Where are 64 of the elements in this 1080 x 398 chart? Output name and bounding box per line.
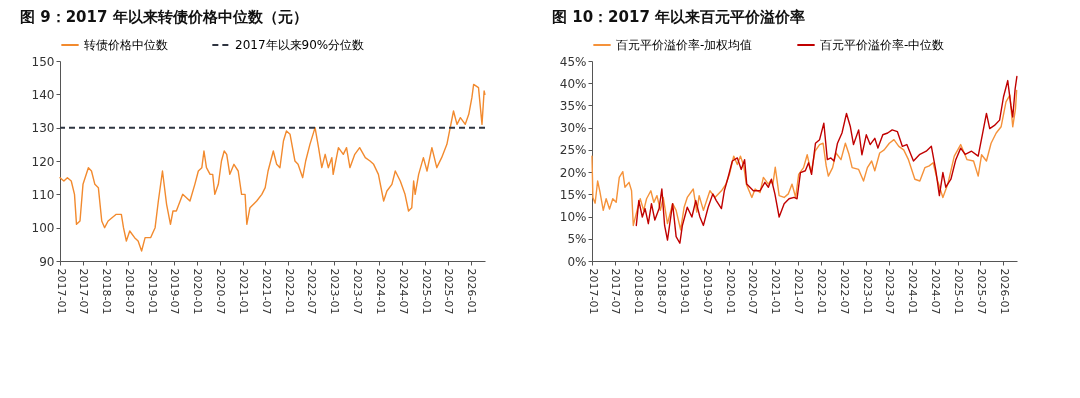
x-tick-label: 2020-01 — [723, 268, 737, 315]
x-tick-label: 2022-07 — [305, 268, 319, 315]
y-tick-label: 15% — [559, 187, 587, 202]
x-tick-label: 2024-01 — [373, 268, 387, 315]
x-tick-label: 2018-07 — [654, 268, 668, 315]
x-tick-label: 2024-07 — [396, 268, 410, 315]
y-tick-label: 110 — [31, 187, 55, 202]
x-tick-label: 2019-01 — [145, 268, 159, 315]
legend-label: 2017年以来90%分位数 — [235, 38, 365, 52]
chart-title: 图 9：2017 年以来转债价格中位数（元） — [20, 8, 308, 26]
y-tick-label: 100 — [31, 221, 55, 236]
x-tick-label: 2023-01 — [328, 268, 342, 315]
y-tick-label: 40% — [559, 76, 587, 91]
x-tick-label: 2018-07 — [122, 268, 136, 315]
x-tick-label: 2021-01 — [769, 268, 783, 315]
x-tick-label: 2025-07 — [442, 268, 456, 315]
line-series — [59, 83, 486, 252]
y-tick-label: 30% — [559, 121, 587, 136]
x-tick-label: 2025-01 — [952, 268, 966, 315]
x-tick-label: 2018-01 — [632, 268, 646, 315]
x-tick-label: 2023-07 — [883, 268, 897, 315]
x-tick-label: 2021-07 — [259, 268, 273, 315]
x-tick-label: 2023-01 — [860, 268, 874, 315]
legend-label: 百元平价溢价率-加权均值 — [616, 38, 753, 52]
x-tick-label: 2024-01 — [906, 268, 920, 315]
x-tick-label: 2017-07 — [609, 268, 623, 315]
y-tick-label: 90 — [39, 254, 55, 269]
legend-label: 转债价格中位数 — [84, 38, 168, 52]
x-tick-label: 2022-01 — [282, 268, 296, 315]
y-tick-label: 150 — [31, 54, 55, 69]
y-tick-label: 130 — [31, 121, 55, 136]
x-tick-label: 2025-07 — [974, 268, 988, 315]
y-tick-label: 20% — [559, 165, 587, 180]
y-tick-label: 10% — [559, 210, 587, 225]
x-tick-label: 2020-07 — [746, 268, 760, 315]
y-tick-label: 0% — [567, 254, 587, 269]
chart-title: 图 10：2017 年以来百元平价溢价率 — [552, 8, 806, 26]
x-tick-label: 2019-07 — [168, 268, 182, 315]
y-tick-label: 120 — [31, 154, 55, 169]
x-tick-label: 2020-01 — [191, 268, 205, 315]
x-tick-label: 2026-01 — [465, 268, 479, 315]
x-tick-label: 2018-01 — [100, 268, 114, 315]
y-tick-label: 35% — [559, 98, 587, 113]
y-tick-label: 5% — [567, 232, 587, 247]
x-tick-label: 2022-07 — [837, 268, 851, 315]
y-tick-label: 25% — [559, 143, 587, 158]
y-tick-label: 140 — [31, 87, 55, 102]
x-tick-label: 2026-01 — [997, 268, 1011, 315]
x-tick-label: 2019-07 — [700, 268, 714, 315]
y-tick-label: 45% — [559, 54, 587, 69]
x-tick-label: 2022-01 — [815, 268, 829, 315]
x-tick-label: 2023-07 — [350, 268, 364, 315]
x-tick-label: 2025-01 — [419, 268, 433, 315]
line-series — [591, 89, 1018, 231]
x-tick-label: 2017-01 — [586, 268, 600, 315]
x-tick-label: 2017-07 — [77, 268, 91, 315]
x-tick-label: 2021-01 — [237, 268, 251, 315]
x-tick-label: 2024-07 — [929, 268, 943, 315]
x-tick-label: 2019-01 — [677, 268, 691, 315]
x-tick-label: 2021-07 — [792, 268, 806, 315]
x-tick-label: 2020-07 — [214, 268, 228, 315]
legend-label: 百元平价溢价率-中位数 — [820, 38, 945, 52]
x-tick-label: 2017-01 — [54, 268, 68, 315]
line-series — [635, 75, 1018, 244]
